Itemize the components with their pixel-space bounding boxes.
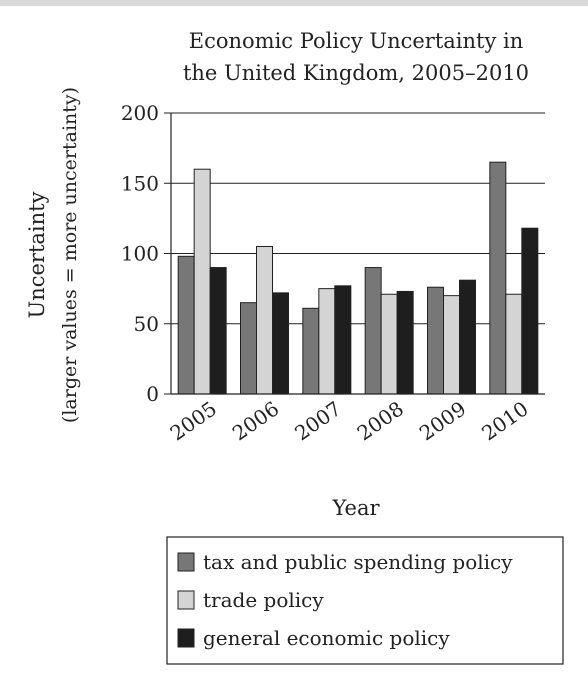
y-tick-label-0: 0 bbox=[146, 382, 159, 406]
x-tick-label-2009: 2009 bbox=[415, 396, 470, 445]
bar-2010-series-1 bbox=[489, 161, 507, 395]
x-tick-label-2005: 2005 bbox=[166, 396, 221, 445]
legend-swatch-series-3 bbox=[177, 628, 195, 648]
bar-2010-series-3 bbox=[521, 227, 539, 395]
bar-2009-series-2 bbox=[443, 295, 460, 395]
bars bbox=[177, 161, 539, 395]
legend-swatch-series-2 bbox=[177, 590, 195, 610]
bar-2008-series-1 bbox=[364, 267, 382, 395]
axes bbox=[170, 113, 545, 395]
bar-2006-series-1 bbox=[240, 302, 257, 395]
legend-label-series-1: tax and public spending policy bbox=[203, 550, 513, 574]
chart-title-line-2: the United Kingdom, 2005–2010 bbox=[183, 61, 529, 85]
y-axis-label-sub: (larger values = more uncertainty) bbox=[59, 87, 81, 423]
bar-2010-series-2 bbox=[505, 293, 523, 395]
bar-2006-series-2 bbox=[256, 245, 273, 395]
x-tick-label-2007: 2007 bbox=[290, 396, 345, 445]
chart-title-line-1: Economic Policy Uncertainty in bbox=[189, 29, 524, 53]
legend-swatch-series-1 bbox=[177, 552, 195, 572]
legend-label-series-2: trade policy bbox=[203, 588, 324, 612]
bar-2009-series-1 bbox=[427, 286, 444, 395]
bar-2007-series-1 bbox=[302, 307, 320, 395]
bar-2008-series-3 bbox=[396, 290, 414, 395]
bar-2007-series-2 bbox=[318, 288, 336, 395]
legend-label-series-3: general economic policy bbox=[203, 626, 450, 650]
bar-2005-series-2 bbox=[193, 168, 211, 395]
y-axis-label: Uncertainty bbox=[25, 191, 49, 318]
top-rule bbox=[0, 0, 588, 6]
bar-2006-series-3 bbox=[272, 292, 289, 395]
x-axis-label: Year bbox=[331, 496, 380, 520]
bar-2007-series-3 bbox=[334, 285, 352, 395]
bar-2009-series-3 bbox=[459, 279, 476, 395]
x-tick-label-2008: 2008 bbox=[353, 396, 408, 445]
y-tick-label-150: 150 bbox=[121, 171, 159, 195]
bar-2008-series-2 bbox=[380, 293, 398, 395]
bar-2005-series-3 bbox=[209, 267, 227, 395]
x-tick-label-2006: 2006 bbox=[228, 396, 283, 445]
y-tick-labels: 0 50 100 150 200 bbox=[121, 101, 159, 406]
bar-2005-series-1 bbox=[177, 255, 195, 395]
y-tick-label-50: 50 bbox=[134, 312, 159, 336]
x-tick-label-2010: 2010 bbox=[477, 396, 532, 445]
legend: tax and public spending policy trade poli… bbox=[177, 550, 513, 650]
y-tick-label-200: 200 bbox=[121, 101, 159, 125]
legend-box bbox=[166, 536, 564, 665]
y-tick-label-100: 100 bbox=[121, 242, 159, 266]
x-tick-labels: 2005 2006 2007 2008 2009 2010 bbox=[166, 396, 533, 445]
